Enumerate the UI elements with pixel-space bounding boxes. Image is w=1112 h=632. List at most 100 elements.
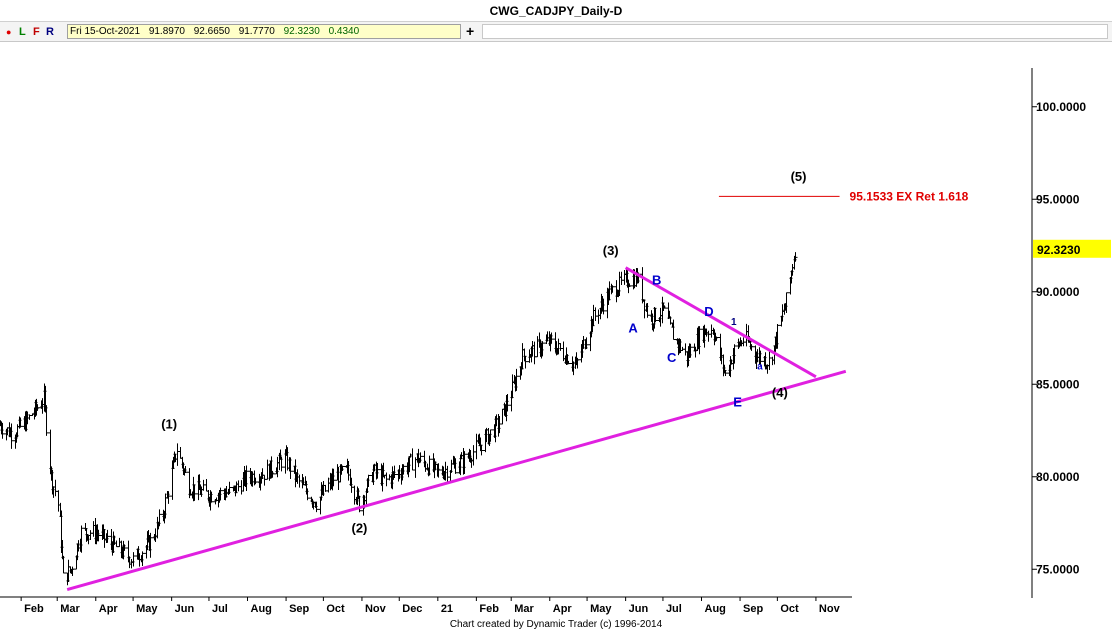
r-tool-button[interactable]: R — [46, 26, 54, 38]
ohlc-bar — [575, 357, 580, 369]
x-tick-label: Dec — [402, 603, 422, 615]
x-tick-label: Apr — [99, 603, 119, 615]
ohlc-bar — [474, 433, 479, 460]
ohlc-bar — [500, 408, 505, 425]
bar-date: Fri 15-Oct-2021 — [70, 26, 141, 37]
ohlc-bar — [88, 530, 93, 541]
ohlc-bar — [35, 404, 40, 411]
ohlc-bar — [683, 343, 688, 356]
ohlc-bar — [770, 356, 775, 366]
ohlc-bar — [209, 491, 214, 503]
wave-label: B — [652, 272, 661, 287]
ohlc-bar — [784, 292, 789, 314]
ohlc-bar — [793, 252, 798, 262]
ohlc-bar — [44, 405, 49, 436]
ohlc-bar — [642, 299, 647, 319]
ohlc-bar — [305, 488, 310, 501]
ohlc-bar — [53, 479, 58, 497]
last-price-tag — [1033, 239, 1111, 258]
ohlc-bar — [714, 336, 719, 341]
ohlc-bar — [18, 417, 23, 428]
ohlc-bar — [584, 337, 589, 349]
ohlc-bar — [593, 307, 598, 321]
ohlc-bar — [418, 452, 423, 463]
ohlc-bar — [0, 422, 5, 439]
ohlc-bar — [270, 470, 275, 478]
wave-label: (4) — [772, 385, 788, 400]
ohlc-bars — [0, 252, 798, 586]
ohlc-bar — [523, 355, 528, 369]
ohlc-bar — [709, 324, 714, 338]
ohlc-bar — [357, 495, 362, 513]
x-tick-label: Jul — [212, 603, 228, 615]
ohlc-bar — [767, 349, 772, 370]
x-tick-label: Mar — [514, 603, 534, 615]
ohlc-bar — [392, 465, 397, 478]
ohlc-bar — [9, 423, 14, 449]
ohlc-bar — [449, 459, 454, 473]
ohlc-bar — [157, 509, 162, 527]
bar-open: 91.8970 — [148, 26, 185, 37]
x-tick-label: Nov — [365, 603, 387, 615]
ohlc-bar — [401, 464, 406, 475]
add-button[interactable]: + — [466, 23, 475, 39]
ohlc-bar — [129, 558, 134, 569]
ohlc-bar — [70, 566, 75, 577]
y-tick-label: 85.0000 — [1036, 377, 1080, 391]
x-tick-label: Jun — [629, 603, 649, 615]
lower-support-line — [66, 369, 847, 592]
ohlc-bar — [561, 341, 566, 362]
x-tick-label: Apr — [553, 603, 573, 615]
ohlc-bar — [340, 465, 345, 471]
ohlc-bar — [61, 555, 66, 574]
last-price-label: 92.3230 — [1037, 243, 1081, 257]
ohlc-bar — [114, 540, 119, 548]
x-tick-label: Nov — [819, 603, 841, 615]
ohlc-bar — [436, 463, 441, 478]
ohlc-bar — [140, 551, 145, 567]
ohlc-bar — [265, 459, 270, 480]
ohlc-bar — [645, 302, 650, 318]
x-tick-label: Sep — [289, 603, 309, 615]
ohlc-bar — [218, 487, 223, 501]
wave-label: 1 — [731, 317, 737, 328]
record-dot-icon[interactable]: ● — [6, 27, 12, 37]
ohlc-bar — [558, 343, 563, 351]
ohlc-bar — [148, 532, 153, 558]
ohlc-bar — [204, 478, 209, 492]
ohlc-bar — [408, 453, 413, 458]
x-tick-label: Oct — [780, 603, 799, 615]
price-chart[interactable]: 100.0000 95.0000 90.0000 85.0000 80.0000 75.0… — [0, 42, 1112, 617]
ohlc-bar — [732, 344, 737, 364]
y-tick-label: 100.0000 — [1036, 100, 1086, 114]
wave-label: (3) — [603, 243, 619, 258]
bar-close: 92.3230 — [283, 26, 320, 37]
ohlc-bar — [535, 336, 540, 358]
ohlc-bar — [462, 451, 467, 474]
ohlc-bar — [653, 307, 658, 323]
x-tick-label: Oct — [326, 603, 345, 615]
ohlc-bar — [96, 529, 101, 542]
ohlc-bar — [540, 341, 545, 357]
y-tick-label: 95.0000 — [1036, 192, 1080, 206]
x-tick-label: May — [136, 603, 158, 615]
ohlc-bar — [619, 271, 624, 285]
wave-label: C — [667, 350, 677, 365]
ohlc-bar — [331, 468, 336, 487]
f-tool-button[interactable]: F — [33, 26, 40, 38]
ohlc-bar — [279, 456, 284, 472]
line-tool-button[interactable]: L — [19, 26, 26, 38]
x-tick-label: May — [590, 603, 612, 615]
y-tick-label: 80.0000 — [1036, 470, 1080, 484]
ohlc-bar — [775, 323, 780, 349]
x-tick-label: Aug — [251, 603, 272, 615]
x-tick-label: Jun — [175, 603, 195, 615]
toolbar: ● L F R Fri 15-Oct-2021 91.8970 92.6650 … — [0, 22, 1112, 42]
ohlc-bar — [488, 429, 493, 442]
window-title: CWG_CADJPY_Daily-D — [0, 0, 1112, 22]
x-tick-label: Aug — [705, 603, 726, 615]
ohlc-bar — [706, 330, 711, 342]
ohlc-bar — [596, 309, 601, 324]
toolbar-blank-field — [482, 24, 1108, 39]
ohlc-bar — [688, 343, 693, 358]
